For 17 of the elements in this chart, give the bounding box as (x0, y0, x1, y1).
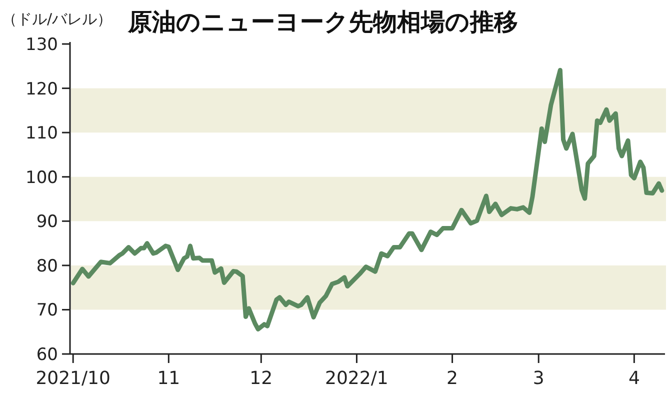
y-tick-label: 80 (36, 256, 58, 276)
chart-title: 原油のニューヨーク先物相場の推移 (127, 8, 518, 36)
y-tick-label: 110 (26, 124, 58, 144)
y-tick-label: 130 (26, 35, 58, 55)
y-axis-title: （ドル/バレル） (2, 10, 112, 28)
y-tick-label: 100 (26, 168, 58, 188)
x-tick-label: 2 (446, 368, 458, 389)
x-tick-label: 4 (628, 368, 640, 389)
x-tick-label: 3 (532, 368, 544, 389)
y-tick-label: 90 (36, 212, 58, 232)
x-tick-label: 2022/1 (325, 368, 388, 389)
x-tick-label: 2021/10 (36, 368, 110, 389)
x-tick-label: 11 (157, 368, 180, 389)
y-tick-label: 120 (26, 79, 58, 100)
y-tick-label: 70 (36, 300, 58, 321)
x-tick-label: 12 (250, 368, 273, 389)
y-tick-label: 60 (36, 345, 58, 365)
